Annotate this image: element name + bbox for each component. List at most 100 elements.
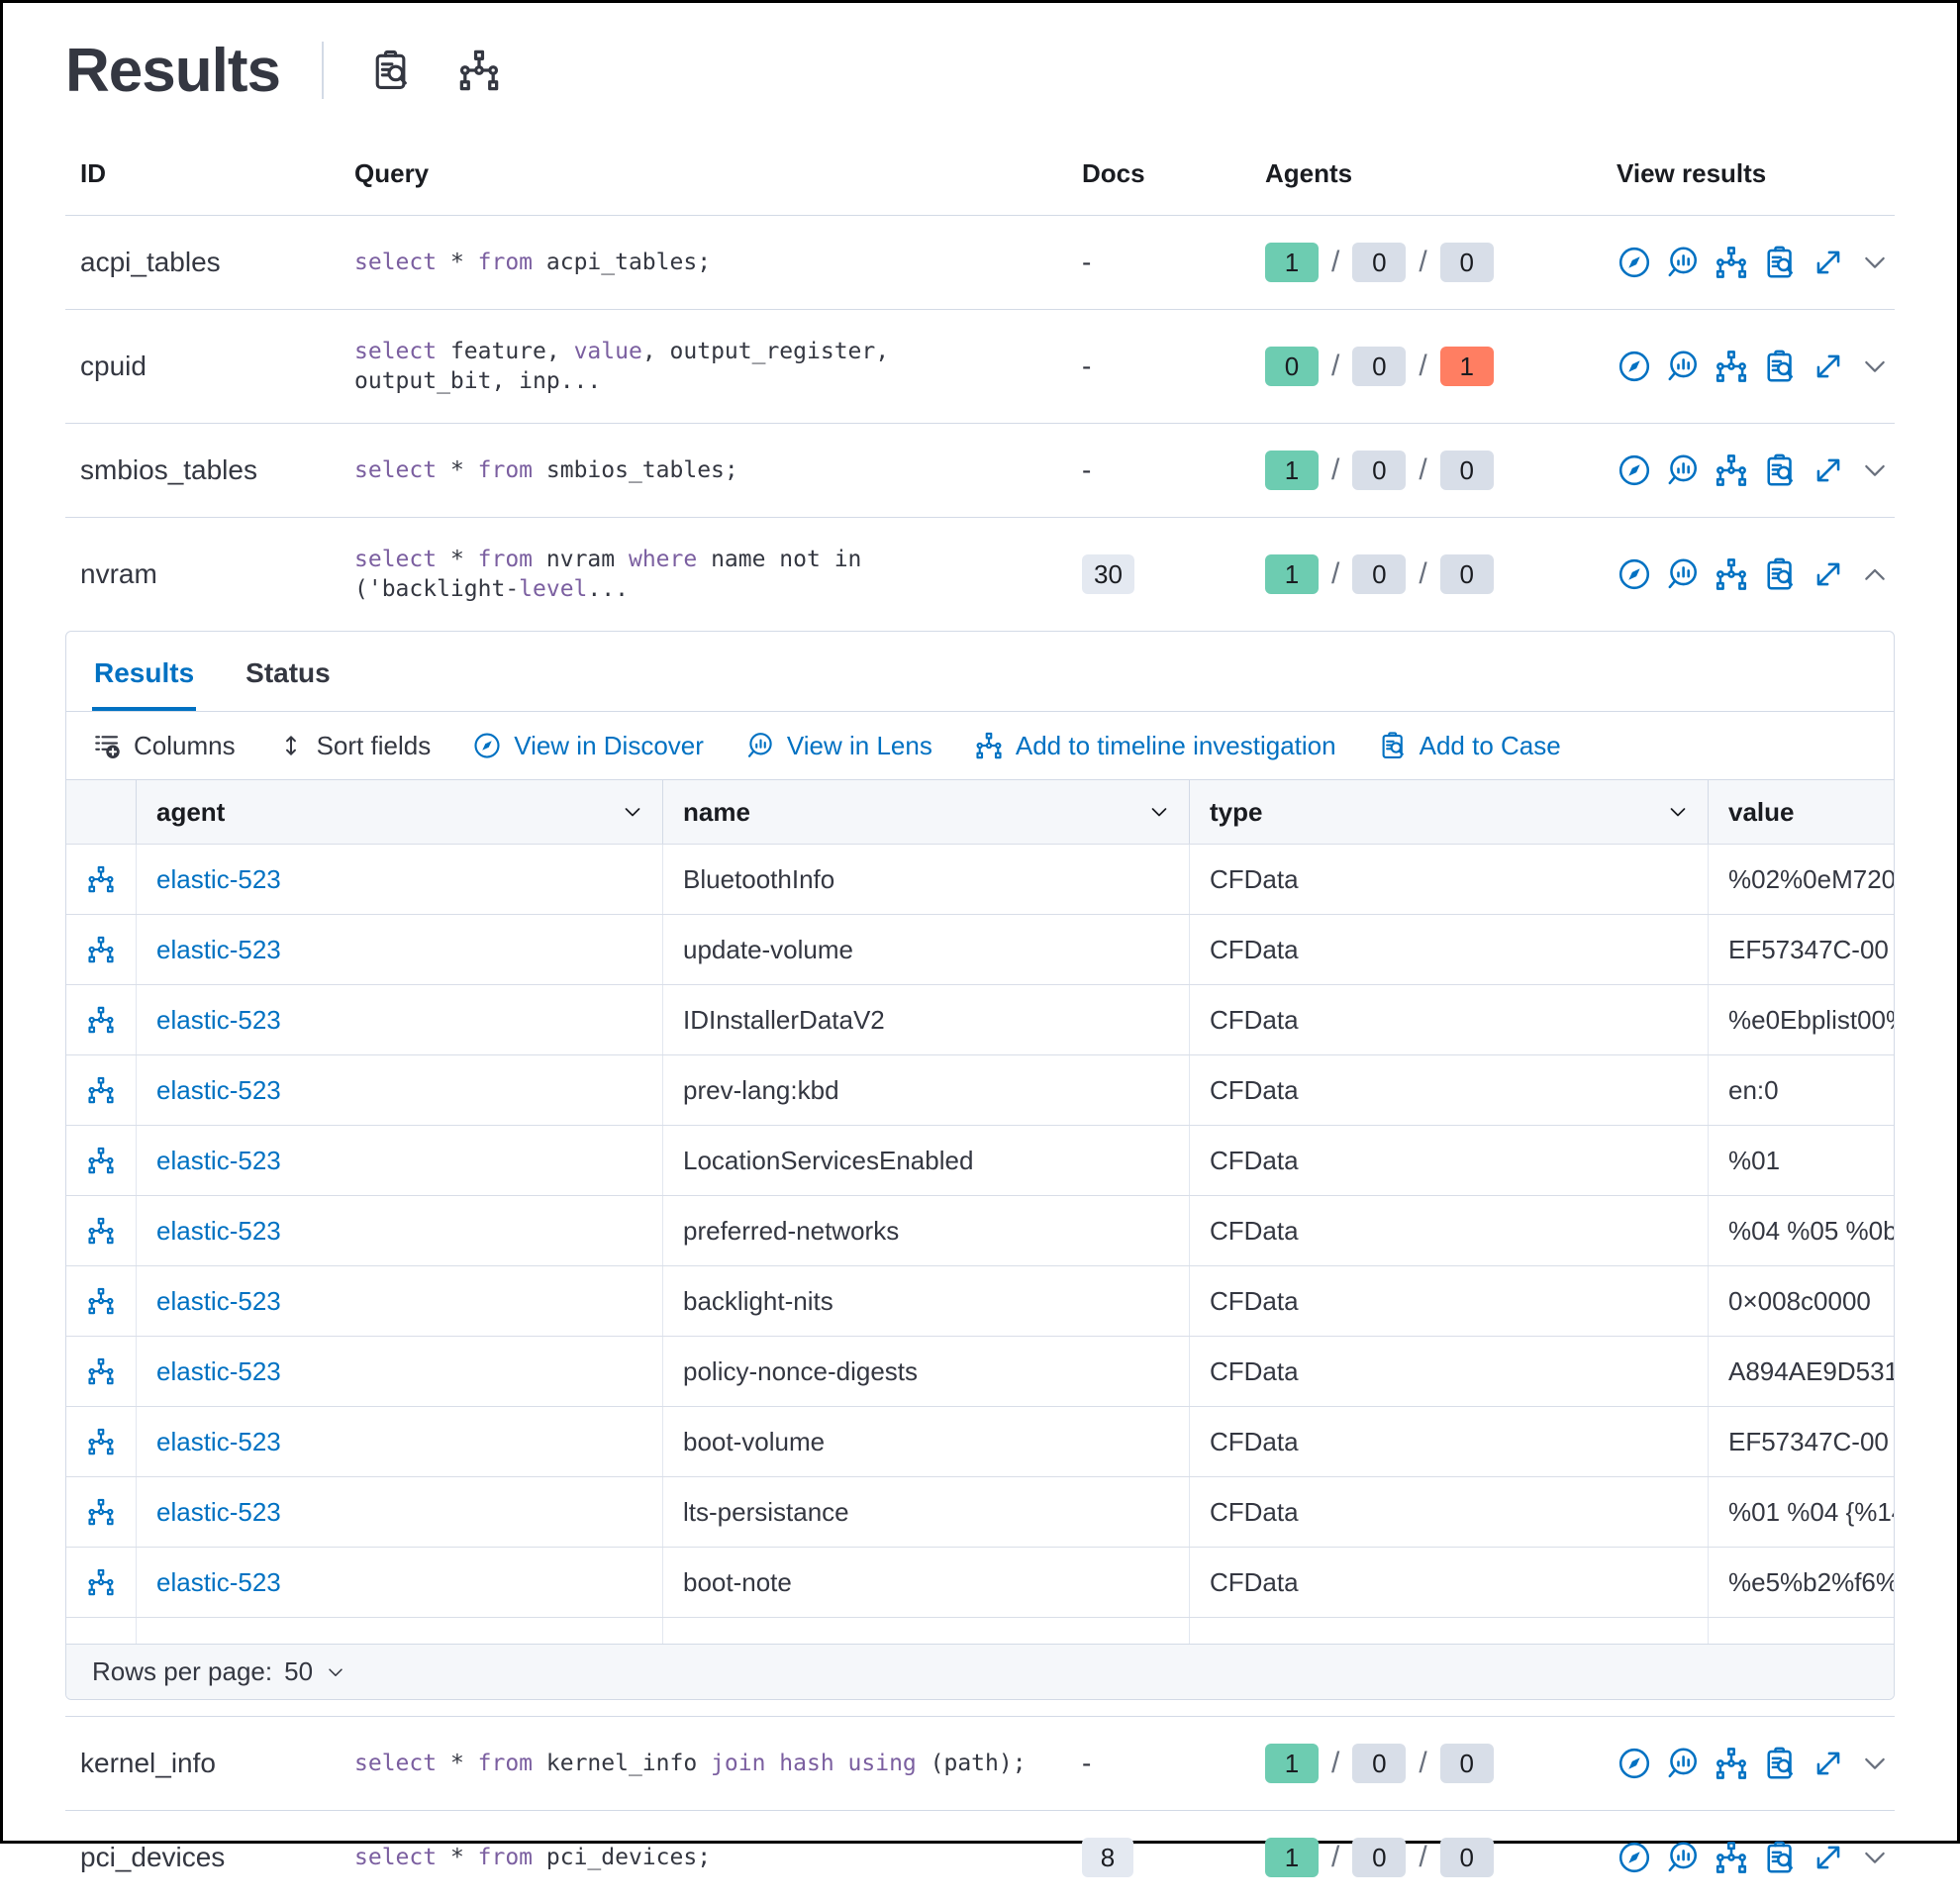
add-to-timeline-button[interactable] (86, 1146, 116, 1175)
timeline-icon (1714, 245, 1749, 280)
collapse-row-button[interactable] (1859, 558, 1891, 590)
agent-cell: elastic-523 (137, 985, 663, 1054)
query-sql: select * from pci_devices; (354, 1845, 712, 1870)
add-to-timeline-button[interactable] (1714, 245, 1749, 280)
add-to-timeline-button[interactable] (1714, 349, 1749, 384)
grid-column-type[interactable]: type (1190, 780, 1709, 844)
agent-link[interactable]: elastic-523 (156, 1355, 281, 1386)
add-to-timeline-button[interactable] (86, 1286, 116, 1316)
chevron-up-icon (1859, 558, 1891, 590)
sort-fields-button[interactable]: Sort fields (277, 731, 431, 761)
view-in-discover-button[interactable] (1617, 245, 1652, 280)
view-in-discover-button[interactable] (1617, 349, 1652, 384)
timeline-icon (86, 1005, 116, 1035)
add-to-timeline-button[interactable] (1714, 1746, 1749, 1781)
expand-row-button[interactable] (1859, 247, 1891, 278)
add-to-timeline-button[interactable] (86, 1567, 116, 1597)
view-in-discover-button[interactable] (1617, 556, 1652, 592)
view-in-lens-button[interactable]: View in Lens (745, 731, 932, 761)
grid-row: elastic-523 update-volume CFData EF57347C-0… (66, 914, 1894, 984)
view-in-discover-button[interactable]: View in Discover (472, 731, 704, 761)
discover-icon (1617, 556, 1652, 592)
expand-row-button[interactable] (1859, 351, 1891, 382)
expand-row-button[interactable] (1859, 454, 1891, 486)
inspect-results-button[interactable] (1762, 1746, 1798, 1781)
timeline-icon (86, 1146, 116, 1175)
view-in-lens-button[interactable] (1665, 1746, 1701, 1781)
expand-row-button[interactable] (1859, 1842, 1891, 1873)
agent-cell: elastic-523 (137, 915, 663, 984)
grid-column-agent[interactable]: agent (137, 780, 663, 844)
expand-results-button[interactable] (1811, 452, 1846, 488)
inspect-results-button[interactable] (1762, 1840, 1798, 1875)
inspect-icon (369, 49, 413, 92)
agents-cell: 1 / 0 / 0 (1221, 1744, 1602, 1783)
grid-column-value[interactable]: value (1709, 780, 1894, 844)
add-to-timeline-button[interactable] (86, 1075, 116, 1105)
view-in-lens-button[interactable] (1665, 349, 1701, 384)
agent-link[interactable]: elastic-523 (156, 1285, 281, 1316)
expand-results-button[interactable] (1811, 1840, 1846, 1875)
view-in-discover-button[interactable] (1617, 1746, 1652, 1781)
inspect-results-button[interactable] (369, 49, 413, 92)
column-header-id: ID (80, 158, 106, 188)
grid-row-actions (66, 1337, 137, 1406)
add-to-timeline-button[interactable] (86, 935, 116, 964)
add-to-case-button[interactable]: Add to Case (1378, 731, 1561, 761)
agent-link[interactable]: elastic-523 (156, 1496, 281, 1527)
expand-results-button[interactable] (1811, 556, 1846, 592)
inspect-results-button[interactable] (1762, 452, 1798, 488)
add-to-timeline-button[interactable] (1714, 1840, 1749, 1875)
column-header-query: Query (354, 158, 430, 188)
agents-failed-badge: 0 (1439, 451, 1494, 490)
tab-status[interactable]: Status (244, 632, 333, 711)
name-cell: boot-volume (663, 1407, 1190, 1476)
grid-column-name[interactable]: name (663, 780, 1190, 844)
view-in-lens-button[interactable] (1665, 452, 1701, 488)
add-to-timeline-button[interactable] (86, 1216, 116, 1246)
add-to-timeline-label: Add to timeline investigation (1015, 730, 1336, 760)
agent-link[interactable]: elastic-523 (156, 1145, 281, 1175)
page-container: Results ID Query Docs Agents View result… (3, 3, 1957, 1904)
add-to-timeline-button[interactable] (86, 864, 116, 894)
add-to-timeline-button[interactable] (1714, 556, 1749, 592)
tab-results[interactable]: Results (92, 632, 197, 711)
inspect-results-button[interactable] (1762, 245, 1798, 280)
view-in-lens-button[interactable] (1665, 556, 1701, 592)
agent-link[interactable]: elastic-523 (156, 934, 281, 964)
expand-results-button[interactable] (1811, 245, 1846, 280)
view-in-lens-button[interactable] (1665, 1840, 1701, 1875)
rows-per-page-button[interactable]: Rows per page: 50 (92, 1656, 346, 1687)
grid-row-actions (66, 1055, 137, 1125)
column-header-docs: Docs (1082, 158, 1145, 188)
view-in-discover-button[interactable] (1617, 452, 1652, 488)
add-to-timeline-button[interactable] (86, 1356, 116, 1386)
view-in-lens-button[interactable] (1665, 245, 1701, 280)
type-cell: CFData (1190, 1196, 1709, 1265)
add-to-timeline-button[interactable]: Add to timeline investigation (974, 731, 1336, 761)
type-cell: CFData (1190, 985, 1709, 1054)
agent-link[interactable]: elastic-523 (156, 1004, 281, 1035)
column-header-view-results: View results (1617, 158, 1767, 188)
expand-results-button[interactable] (1811, 349, 1846, 384)
timeline-button[interactable] (456, 48, 502, 93)
inspect-results-button[interactable] (1762, 556, 1798, 592)
add-to-timeline-button[interactable] (86, 1005, 116, 1035)
add-to-timeline-button[interactable] (86, 1497, 116, 1527)
agent-link[interactable]: elastic-523 (156, 1215, 281, 1246)
add-to-timeline-button[interactable] (1714, 452, 1749, 488)
view-in-discover-button[interactable] (1617, 1840, 1652, 1875)
columns-button[interactable]: Columns (92, 731, 236, 761)
agent-link[interactable]: elastic-523 (156, 1074, 281, 1105)
expand-results-button[interactable] (1811, 1746, 1846, 1781)
expand-row-button[interactable] (1859, 1748, 1891, 1779)
agents-success-badge: 1 (1265, 243, 1319, 282)
agent-link[interactable]: elastic-523 (156, 1566, 281, 1597)
agent-link[interactable]: elastic-523 (156, 863, 281, 894)
inspect-results-button[interactable] (1762, 349, 1798, 384)
agent-link[interactable]: elastic-523 (156, 1426, 281, 1456)
grid-row-actions (66, 1477, 137, 1547)
value-cell: EF57347C-00 (1728, 1426, 1889, 1456)
grid-empty-cell (1709, 1618, 1894, 1644)
add-to-timeline-button[interactable] (86, 1427, 116, 1456)
